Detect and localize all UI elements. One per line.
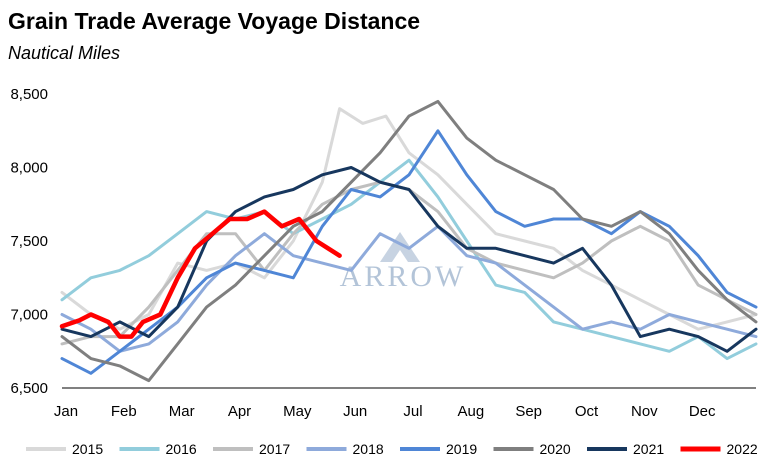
legend-label-2018: 2018 — [353, 441, 384, 457]
watermark-text: ARROW — [340, 260, 467, 293]
x-tick-label: Mar — [169, 403, 195, 420]
legend-label-2017: 2017 — [259, 441, 290, 457]
legend-label-2015: 2015 — [72, 441, 103, 457]
y-tick-label: 7,000 — [10, 307, 48, 324]
legend: 2015 2016 2017 2018 2019 2020 2021 2022 — [26, 441, 758, 457]
series-line-2020 — [60, 99, 758, 383]
chart-title: Grain Trade Average Voyage Distance — [8, 8, 421, 34]
legend-label-2021: 2021 — [633, 441, 664, 457]
series-line-2022 — [59, 209, 342, 339]
y-tick-label: 6,500 — [10, 380, 48, 397]
legend-label-2019: 2019 — [446, 441, 477, 457]
x-tick-label: Jul — [403, 403, 422, 420]
y-tick-label: 8,500 — [10, 86, 48, 103]
legend-label-2022: 2022 — [727, 441, 758, 457]
y-tick-label: 8,000 — [10, 160, 48, 177]
watermark-logo: ARROW — [340, 232, 467, 293]
series-line-2016 — [60, 158, 758, 361]
series-layer — [59, 99, 758, 383]
watermark-arrow-icon — [380, 232, 420, 262]
legend-label-2016: 2016 — [166, 441, 197, 457]
x-tick-label: Oct — [575, 403, 599, 420]
x-tick-label: Apr — [228, 403, 251, 420]
legend-label-2020: 2020 — [540, 441, 571, 457]
chart-subtitle: Nautical Miles — [8, 43, 121, 63]
axes: 6,500 7,000 7,500 8,000 8,500 Jan Feb Mar Apr May… — [10, 86, 756, 420]
x-tick-label: Jun — [343, 403, 367, 420]
x-tick-label: Nov — [631, 403, 658, 420]
x-tick-label: May — [283, 403, 312, 420]
series-line-2018 — [60, 224, 758, 353]
x-tick-label: Dec — [689, 403, 716, 420]
x-tick-label: Sep — [515, 403, 542, 420]
x-tick-label: Jan — [54, 403, 78, 420]
x-tick-label: Feb — [111, 403, 137, 420]
y-tick-label: 7,500 — [10, 233, 48, 250]
x-tick-label: Aug — [457, 403, 484, 420]
series-line-2021 — [60, 166, 758, 353]
